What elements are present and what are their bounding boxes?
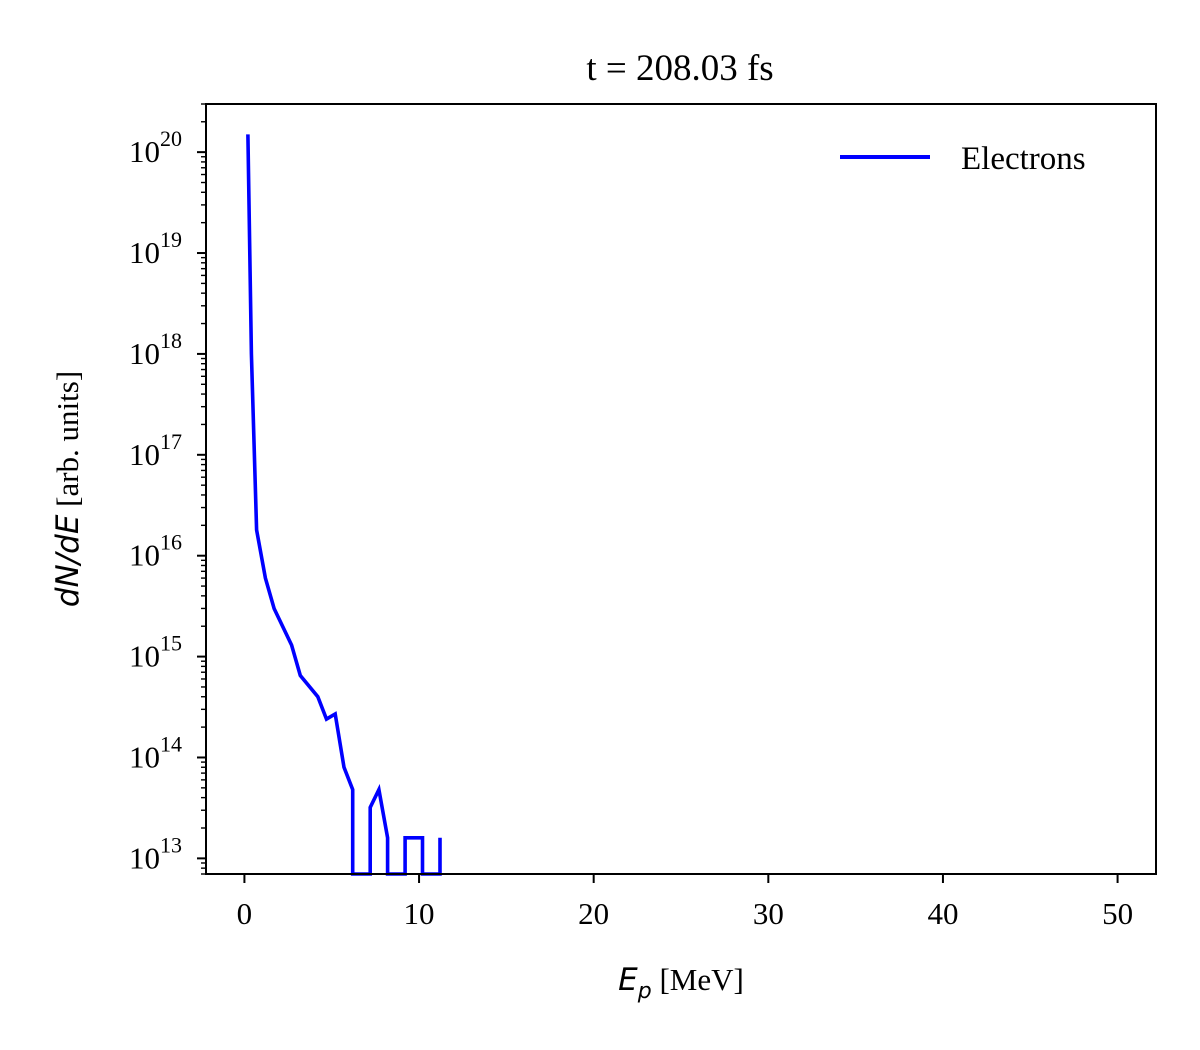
y-axis-symbol: dN/dE	[50, 514, 86, 607]
x-tick-label: 10	[404, 896, 435, 931]
y-tick-label: 1019	[129, 227, 182, 270]
axes-frame	[205, 103, 1157, 875]
y-tick-label: 1018	[129, 328, 182, 371]
x-axis-symbol: E	[618, 962, 638, 998]
y-tick-label: 1014	[129, 731, 182, 774]
y-tick-label: 1013	[129, 832, 182, 875]
x-axis-subscript: p	[637, 979, 652, 1004]
y-tick-label: 1020	[129, 126, 182, 169]
x-axis-unit: [MeV]	[652, 962, 744, 997]
x-axis-ticks: 0 10 20 30 40 50	[237, 874, 1133, 931]
y-axis-label: dN/dE [arb. units]	[50, 371, 86, 607]
x-tick-label: 20	[578, 896, 609, 931]
legend: Electrons	[840, 141, 1086, 177]
y-axis-ticks: 1013 1014 1015 1016 1017 1018 1019 1020	[129, 103, 206, 875]
y-tick-label: 1016	[129, 530, 182, 573]
x-tick-label: 40	[927, 896, 958, 931]
y-tick-label: 1015	[129, 631, 182, 674]
series-line-0	[246, 134, 442, 876]
x-tick-label: 50	[1102, 896, 1133, 931]
y-axis-unit: [arb. units]	[50, 371, 85, 515]
plot-area	[246, 134, 442, 876]
chart-title: t = 208.03 fs	[586, 48, 773, 89]
x-tick-label: 30	[753, 896, 784, 931]
x-axis-label: Ep [MeV]	[618, 962, 744, 1004]
legend-label-electrons: Electrons	[961, 141, 1086, 177]
x-tick-label: 0	[237, 896, 253, 931]
y-tick-label: 1017	[129, 429, 182, 472]
